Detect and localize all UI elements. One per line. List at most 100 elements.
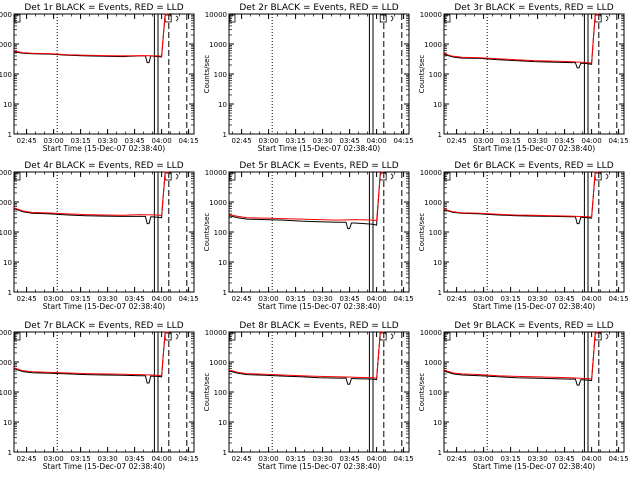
series-lld-line — [228, 171, 384, 222]
x-tick-label: 04:00 — [152, 455, 172, 463]
x-tick-label: 03:00 — [44, 137, 64, 145]
y-tick-label: 10 — [218, 419, 227, 427]
x-tick-label: 04:15 — [394, 137, 414, 145]
y-axis-label: Counts/sec — [418, 55, 426, 94]
x-tick-label: 02:45 — [447, 455, 467, 463]
subplot-det-3: Det 3r BLACK = Events, RED = LLD 1 10 100 10… — [418, 3, 629, 153]
y-tick-label: 1 — [223, 131, 227, 139]
subplot-det-5: Det 5r BLACK = Events, RED = LLD 1 10 100 10… — [203, 161, 414, 311]
x-tick-label: 04:00 — [152, 137, 172, 145]
x-tick-label: 03:30 — [313, 455, 333, 463]
x-tick-label: 02:45 — [447, 137, 467, 145]
y-tick-label: 10 — [3, 101, 12, 109]
x-tick-label: 03:30 — [98, 455, 118, 463]
x-tick-label: 02:45 — [17, 137, 37, 145]
y-tick-label: 100 — [0, 389, 12, 397]
plot-title: Det 5r BLACK = Events, RED = LLD — [239, 161, 398, 171]
x-tick-label: 04:00 — [152, 295, 172, 303]
x-axis-label: Start Time (15-Dec-07 02:38:40) — [258, 462, 380, 471]
plot-frame — [13, 13, 195, 135]
y-tick-label: 1000 — [209, 199, 227, 207]
x-tick-label: 03:45 — [340, 295, 360, 303]
y-tick-label: 100 — [0, 71, 12, 79]
corner-hook — [175, 173, 179, 180]
x-tick-label: 03:15 — [286, 137, 306, 145]
x-tick-label: 04:00 — [582, 455, 602, 463]
y-tick-label: 10 — [3, 419, 12, 427]
x-tick-label: 04:15 — [394, 295, 414, 303]
y-tick-label: 10 — [433, 419, 442, 427]
corner-hook — [390, 15, 394, 22]
y-tick-label: 100 — [429, 389, 442, 397]
x-tick-label: 03:30 — [528, 455, 548, 463]
x-tick-label: 03:45 — [125, 137, 145, 145]
plot-frame — [443, 171, 625, 293]
series-events-line — [228, 331, 384, 385]
x-tick-label: 03:15 — [71, 295, 91, 303]
y-tick-label: 1 — [8, 289, 12, 297]
x-tick-label: 03:30 — [98, 295, 118, 303]
plot-title: Det 1r BLACK = Events, RED = LLD — [24, 3, 183, 13]
corner-box — [379, 14, 387, 23]
x-tick-label: 03:00 — [259, 295, 279, 303]
x-axis-label: Start Time (15-Dec-07 02:38:40) — [258, 302, 380, 311]
y-tick-label: 1 — [223, 449, 227, 457]
corner-hook — [605, 333, 609, 340]
y-tick-label: 10000 — [420, 169, 442, 177]
plot-title: Det 4r BLACK = Events, RED = LLD — [24, 161, 183, 171]
corner-box — [229, 172, 236, 181]
x-tick-label: 03:15 — [501, 295, 521, 303]
y-tick-label: 1 — [8, 131, 12, 139]
x-tick-label: 03:45 — [125, 455, 145, 463]
y-tick-label: 1000 — [0, 359, 12, 367]
series-lld-line — [228, 331, 384, 379]
y-tick-label: 10 — [3, 259, 12, 267]
x-tick-label: 02:45 — [232, 137, 252, 145]
x-tick-label: 03:45 — [340, 455, 360, 463]
x-tick-label: 03:15 — [286, 455, 306, 463]
x-tick-label: 03:00 — [474, 455, 494, 463]
x-tick-label: 02:45 — [232, 455, 252, 463]
x-tick-label: 03:45 — [340, 137, 360, 145]
y-tick-label: 10000 — [420, 11, 442, 19]
x-axis-label: Start Time (15-Dec-07 02:38:40) — [43, 144, 165, 153]
corner-hook — [175, 333, 179, 340]
x-tick-label: 03:30 — [98, 137, 118, 145]
x-tick-label: 03:15 — [501, 137, 521, 145]
series-events-line — [13, 331, 169, 384]
plot-frame — [13, 171, 195, 293]
x-tick-label: 03:00 — [474, 295, 494, 303]
y-tick-label: 1000 — [209, 359, 227, 367]
y-tick-label: 10 — [218, 259, 227, 267]
x-tick-label: 03:45 — [555, 455, 575, 463]
subplot-det-7: Det 7r BLACK = Events, RED = LLD 1 10 100 10… — [0, 321, 199, 471]
subplot-det-1: Det 1r BLACK = Events, RED = LLD 1 10 100 10… — [0, 3, 199, 153]
y-tick-label: 10 — [433, 101, 442, 109]
x-tick-label: 03:15 — [71, 455, 91, 463]
y-tick-label: 10000 — [205, 169, 227, 177]
y-tick-label: 10000 — [205, 11, 227, 19]
corner-box — [444, 332, 451, 341]
plot-frame — [228, 171, 410, 293]
plot-frame — [443, 13, 625, 135]
y-tick-label: 100 — [214, 389, 227, 397]
x-tick-label: 02:45 — [232, 295, 252, 303]
y-tick-label: 1 — [438, 289, 442, 297]
y-tick-label: 10000 — [420, 329, 442, 337]
x-tick-label: 04:00 — [367, 455, 387, 463]
corner-box — [444, 172, 451, 181]
y-tick-label: 10 — [218, 101, 227, 109]
y-axis-label: Counts/sec — [418, 213, 426, 252]
y-tick-label: 1000 — [424, 359, 442, 367]
y-axis-label: Counts/sec — [203, 213, 211, 252]
x-tick-label: 03:30 — [313, 295, 333, 303]
corner-hook — [390, 333, 394, 340]
corner-hook — [605, 15, 609, 22]
subplot-det-6: Det 6r BLACK = Events, RED = LLD 1 10 100 10… — [418, 161, 629, 311]
series-lld-line — [13, 13, 169, 57]
plot-title: Det 2r BLACK = Events, RED = LLD — [239, 3, 398, 13]
subplot-det-8: Det 8r BLACK = Events, RED = LLD 1 10 100 10… — [203, 321, 414, 471]
series-events-line — [13, 171, 169, 225]
x-tick-label: 03:30 — [313, 137, 333, 145]
subplot-det-2: Det 2r BLACK = Events, RED = LLD 1 10 100 10… — [203, 3, 414, 153]
